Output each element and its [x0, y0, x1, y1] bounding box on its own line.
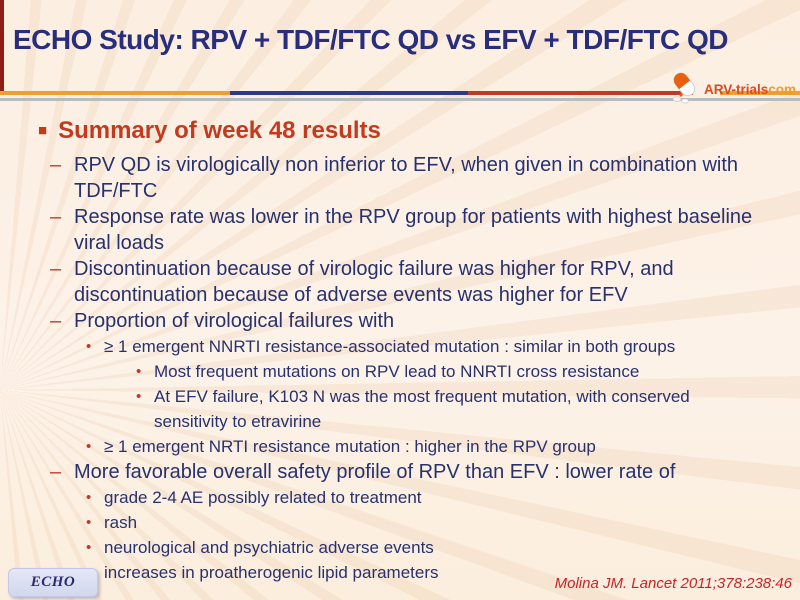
bullet-text: Response rate was lower in the RPV group… — [74, 206, 753, 254]
bullet-text: rash — [104, 513, 138, 532]
bullet-text: increases in proatherogenic lipid parame… — [104, 563, 439, 582]
bullet-text: More favorable overall safety profile of… — [74, 461, 676, 483]
bullet-text: neurological and psychiatric adverse eve… — [104, 538, 434, 557]
divider-segment-red — [468, 91, 693, 95]
logo-suffix: com — [768, 82, 796, 97]
square-bullet-icon: ■ — [38, 122, 48, 139]
divider-segment-navy — [230, 91, 468, 95]
bullet-text: Discontinuation because of virologic fai… — [74, 258, 674, 306]
slide-body: ■ Summary of week 48 results – RPV QD is… — [0, 108, 800, 585]
dash-bullet-icon: – — [50, 461, 62, 483]
dot-bullet-icon: • — [86, 489, 92, 506]
bullet-item: – More favorable overall safety profile … — [0, 459, 800, 485]
bullet-item: • Most frequent mutations on RPV lead to… — [0, 359, 800, 384]
bullet-item: • grade 2-4 AE possibly related to treat… — [0, 485, 800, 510]
summary-heading: Summary of week 48 results — [58, 117, 381, 144]
bullet-item: – Discontinuation because of virologic f… — [0, 256, 800, 308]
bullet-text: RPV QD is virologically non inferior to … — [74, 154, 739, 202]
header-divider — [0, 91, 800, 95]
divider-segment-orange-right — [720, 91, 800, 95]
citation-text: Molina JM. Lancet 2011;378:238:46 — [554, 575, 792, 592]
bullet-text: Most frequent mutations on RPV lead to N… — [154, 362, 640, 381]
dot-bullet-icon: • — [136, 388, 142, 405]
arv-trials-logo: ARV-trialscom — [668, 70, 796, 109]
bullet-text: At EFV failure, K103 N was the most freq… — [154, 387, 690, 431]
slide-title: ECHO Study: RPV + TDF/FTC QD vs EFV + TD… — [13, 24, 728, 55]
bullet-item: • rash — [0, 510, 800, 535]
bullet-item: – RPV QD is virologically non inferior t… — [0, 152, 800, 204]
bullet-item: • ≥ 1 emergent NRTI resistance mutation … — [0, 434, 800, 459]
bullet-text: grade 2-4 AE possibly related to treatme… — [104, 488, 422, 507]
pill-icon — [668, 70, 702, 109]
bullet-item: – Response rate was lower in the RPV gro… — [0, 204, 800, 256]
dash-bullet-icon: – — [50, 206, 62, 228]
dash-bullet-icon: – — [50, 154, 62, 176]
dot-bullet-icon: • — [86, 514, 92, 531]
bullet-text: ≥ 1 emergent NRTI resistance mutation : … — [104, 437, 596, 456]
left-red-accent-bar — [0, 0, 4, 95]
dash-bullet-icon: – — [50, 310, 62, 332]
summary-heading-row: ■ Summary of week 48 results — [0, 116, 800, 146]
dash-bullet-icon: – — [50, 258, 62, 280]
dot-bullet-icon: • — [86, 539, 92, 556]
bullet-item: • ≥ 1 emergent NNRTI resistance-associat… — [0, 334, 800, 359]
bullet-item: • neurological and psychiatric adverse e… — [0, 535, 800, 560]
dot-bullet-icon: • — [136, 363, 142, 380]
dot-bullet-icon: • — [86, 438, 92, 455]
echo-study-badge: ECHO — [8, 568, 98, 597]
bullet-text: Proportion of virological failures with — [74, 310, 395, 332]
logo-name: ARV-trials — [703, 82, 769, 97]
bullet-list: – RPV QD is virologically non inferior t… — [0, 152, 800, 585]
header-divider-gray-line — [0, 98, 800, 101]
dot-bullet-icon: • — [86, 338, 92, 355]
bullet-item: – Proportion of virological failures wit… — [0, 308, 800, 334]
bullet-item: • At EFV failure, K103 N was the most fr… — [0, 384, 800, 434]
logo-text: ARV-trialscom — [704, 82, 796, 97]
bullet-text: ≥ 1 emergent NNRTI resistance-associated… — [104, 337, 676, 356]
divider-segment-orange — [0, 91, 230, 95]
